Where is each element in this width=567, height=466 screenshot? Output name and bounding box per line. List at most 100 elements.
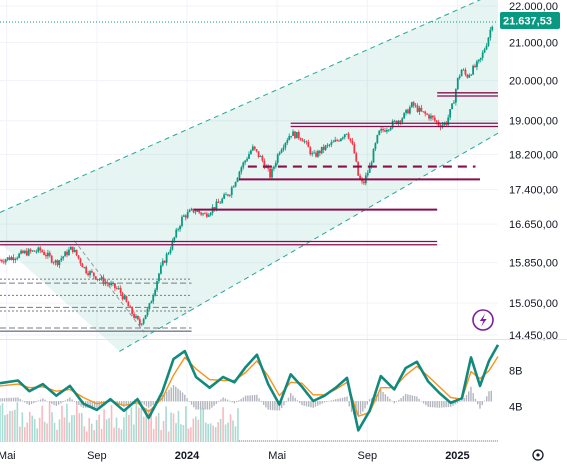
histogram-bar: [299, 401, 301, 403]
histogram-bar: [10, 397, 12, 402]
oscillator-fast-line: [0, 344, 500, 432]
histogram-bar: [431, 401, 434, 408]
y-tick-label: 21.000,00: [509, 37, 558, 49]
candle: [238, 171, 241, 178]
candle: [491, 26, 494, 30]
volume-bar: [98, 414, 100, 442]
y-tick-label: 15.850,00: [509, 258, 558, 270]
candle: [466, 74, 469, 78]
candle: [64, 251, 67, 257]
volume-bar: [147, 408, 150, 442]
histogram-bar: [382, 391, 384, 402]
candle: [474, 65, 476, 68]
histogram-bar: [253, 394, 256, 402]
channel-lower-line[interactable]: [119, 132, 499, 352]
candle: [430, 115, 432, 119]
histogram-bar: [470, 386, 472, 402]
gear-icon[interactable]: [532, 449, 544, 461]
volume-bar: [36, 428, 38, 442]
candle: [205, 213, 208, 217]
candle: [248, 154, 250, 159]
volume-bar: [110, 405, 113, 442]
volume-bar: [204, 422, 207, 442]
candle: [424, 111, 427, 114]
volume-bar: [66, 403, 68, 442]
candle: [318, 150, 321, 154]
candle: [22, 250, 24, 254]
candle: [129, 306, 132, 308]
candle: [158, 273, 160, 282]
histogram-bar: [474, 398, 477, 402]
candle: [24, 250, 26, 254]
histogram-bar: [420, 400, 423, 402]
time-axis[interactable]: Mai Sep 2024 Mai Sep 2025: [0, 450, 470, 462]
histogram-bar: [452, 401, 454, 406]
candle: [242, 162, 245, 168]
volume-bars: [0, 384, 498, 442]
volume-bar: [56, 429, 58, 442]
candle: [485, 45, 488, 50]
candle: [96, 279, 99, 280]
histogram-bar: [398, 399, 400, 402]
oscillator-slow-line: [0, 356, 499, 417]
histogram-bar: [15, 397, 17, 402]
candle: [179, 225, 181, 230]
channel-upper-line[interactable]: [0, 0, 498, 213]
histogram-bar: [175, 386, 177, 402]
histogram-bar: [357, 401, 359, 416]
flash-button[interactable]: [472, 309, 494, 331]
volume-bar: [113, 427, 115, 442]
volume-bar: [105, 419, 108, 442]
volume-bar: [170, 412, 172, 442]
candle: [449, 109, 452, 118]
candle: [395, 120, 398, 124]
last-price-label: 21.637,53: [503, 16, 552, 28]
candle: [332, 141, 335, 143]
candle: [479, 57, 482, 60]
candle: [204, 213, 206, 215]
candle: [414, 105, 417, 107]
x-tick-label: Sep: [87, 450, 107, 462]
histogram-bar: [118, 401, 121, 405]
candle: [370, 162, 373, 166]
candle: [309, 147, 312, 155]
candle: [119, 288, 122, 293]
histogram-bar: [283, 401, 285, 406]
candle: [25, 250, 28, 256]
horizontal-levels[interactable]: [0, 92, 498, 246]
candle: [257, 151, 260, 157]
histogram-bar: [249, 395, 251, 402]
volume-bar: [80, 413, 83, 442]
support-grey-levels: [0, 278, 192, 332]
candle: [418, 107, 421, 112]
histogram-bar: [73, 401, 76, 402]
volume-bar: [155, 416, 157, 442]
histogram-bar: [28, 401, 30, 406]
candle: [359, 175, 361, 179]
histogram-bar: [326, 401, 328, 402]
osc-tick-label: 8B: [509, 366, 522, 378]
histogram-bar: [328, 400, 330, 402]
candle: [468, 75, 471, 78]
candle: [234, 181, 237, 187]
histogram-bar: [404, 393, 407, 402]
histogram-bar: [190, 401, 193, 405]
histogram-bar: [26, 401, 28, 404]
y-tick-label: 14.450,00: [509, 330, 558, 342]
candle: [251, 146, 254, 151]
candle: [387, 129, 390, 131]
trend-channel[interactable]: [0, 0, 499, 352]
histogram-bar: [350, 401, 353, 412]
histogram-bar: [391, 400, 393, 402]
volume-bar: [165, 406, 167, 442]
volume-bar: [100, 428, 103, 442]
candle: [301, 139, 304, 142]
histogram-bar: [116, 401, 118, 404]
candle: [20, 250, 22, 254]
x-tick-label: Mai: [0, 450, 16, 462]
candle: [315, 152, 317, 157]
histogram-bar: [64, 400, 67, 402]
price-axis[interactable]: 22.000,00 21.000,00 20.000,00 19.000,00 18.2…: [509, 1, 558, 342]
settings-button[interactable]: [532, 449, 544, 461]
